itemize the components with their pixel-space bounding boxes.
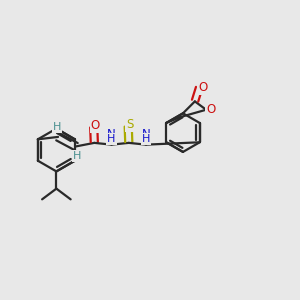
Text: H: H: [73, 151, 81, 161]
Text: N: N: [107, 128, 116, 141]
Text: H: H: [142, 134, 150, 144]
Text: H: H: [107, 134, 116, 144]
Text: N: N: [142, 128, 150, 141]
Text: O: O: [198, 81, 208, 94]
Text: O: O: [91, 119, 100, 132]
Text: S: S: [126, 118, 134, 131]
Text: O: O: [206, 103, 215, 116]
Text: H: H: [53, 122, 61, 132]
